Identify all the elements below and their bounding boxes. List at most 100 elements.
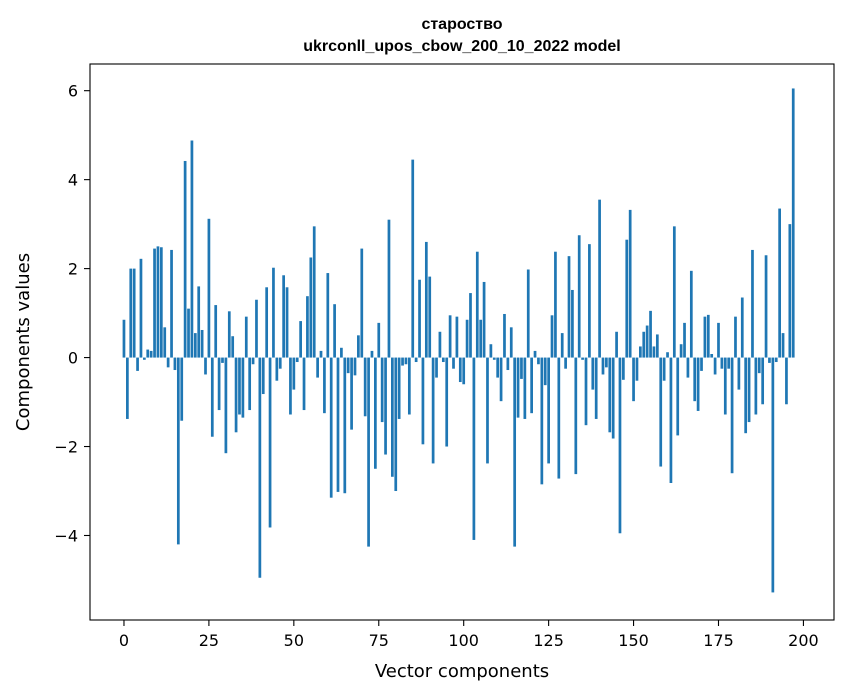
bar-31	[227, 311, 231, 358]
bar-143	[608, 357, 612, 433]
bar-114	[509, 327, 513, 358]
bar-183	[744, 357, 748, 434]
bar-72	[367, 357, 370, 547]
bar-57	[316, 357, 319, 378]
bar-113	[506, 357, 510, 371]
bar-164	[679, 344, 683, 358]
bar-171	[703, 316, 707, 358]
bar-84	[407, 357, 411, 415]
bar-103	[472, 357, 476, 540]
bar-69	[357, 335, 360, 358]
y-tick-label: −4	[54, 526, 78, 545]
bar-59	[323, 357, 326, 414]
bar-169	[696, 357, 700, 411]
bar-19	[187, 308, 190, 358]
bar-86	[414, 357, 418, 363]
bar-62	[333, 304, 336, 358]
bar-193	[778, 208, 781, 358]
bar-85	[411, 159, 415, 358]
bar-78	[387, 219, 391, 358]
x-axis-ticks: 0 25 50 75 100 125 150 175 200	[119, 620, 819, 650]
bar-33	[234, 357, 238, 433]
bar-122	[537, 357, 540, 365]
bar-53	[302, 357, 306, 411]
bar-80	[394, 357, 398, 492]
y-tick-label: 2	[68, 260, 78, 279]
bar-66	[346, 357, 350, 374]
bar-65	[343, 357, 347, 494]
bar-34	[238, 357, 241, 415]
bar-50	[292, 357, 296, 390]
bar-60	[326, 273, 330, 358]
bar-127	[554, 251, 557, 358]
x-tick-label: 200	[788, 631, 819, 650]
bar-197	[791, 88, 795, 358]
bar-118	[523, 357, 527, 419]
bar-191	[771, 357, 775, 593]
bar-157	[655, 334, 659, 358]
bar-132	[571, 289, 574, 358]
bar-10	[156, 246, 160, 358]
bar-168	[693, 357, 697, 402]
bar-82	[401, 357, 404, 366]
bar-48	[285, 287, 289, 358]
x-tick-label: 0	[119, 631, 129, 650]
bar-119	[526, 269, 530, 358]
bar-90	[428, 276, 432, 358]
bar-16	[176, 357, 180, 545]
bar-184	[747, 357, 751, 423]
bar-131	[567, 256, 571, 358]
bar-87	[418, 279, 421, 358]
bar-165	[683, 322, 686, 358]
bar-137	[588, 244, 591, 358]
bar-20	[190, 140, 194, 358]
bar-22	[197, 286, 201, 358]
bar-0	[122, 319, 126, 358]
bar-94	[441, 357, 445, 363]
bar-83	[404, 357, 408, 365]
bar-47	[282, 275, 285, 358]
bar-142	[605, 357, 608, 368]
bar-2	[129, 268, 133, 358]
bar-92	[435, 357, 438, 378]
chart-title: староство	[421, 16, 502, 33]
bar-40	[258, 357, 262, 578]
bar-111	[499, 357, 503, 402]
bar-17	[180, 357, 184, 421]
bar-21	[193, 333, 197, 358]
bar-196	[788, 224, 792, 358]
bar-71	[363, 357, 367, 417]
bar-163	[676, 357, 680, 436]
bar-159	[662, 357, 666, 381]
bar-180	[734, 316, 737, 358]
bar-161	[669, 357, 673, 483]
bar-9	[153, 248, 156, 358]
bar-179	[730, 357, 734, 474]
bar-185	[751, 249, 754, 358]
bar-26	[210, 357, 214, 437]
bar-195	[785, 357, 788, 405]
bar-136	[584, 357, 588, 426]
bar-115	[513, 357, 517, 547]
bar-52	[299, 321, 302, 358]
bar-166	[686, 357, 690, 378]
bar-61	[329, 357, 333, 498]
bar-67	[350, 357, 353, 430]
x-tick-label: 100	[448, 631, 479, 650]
y-axis-ticks: −4 −2 0 2 4 6	[54, 82, 90, 545]
bar-81	[397, 357, 401, 419]
bar-176	[720, 357, 724, 369]
bar-125	[547, 357, 550, 464]
y-axis-label: Components values	[13, 253, 34, 431]
bar-190	[768, 357, 771, 363]
bar-144	[611, 357, 615, 439]
bar-91	[431, 357, 435, 464]
x-tick-label: 125	[533, 631, 564, 650]
bar-38	[251, 357, 255, 365]
bar-148	[625, 239, 629, 358]
bar-134	[577, 235, 581, 358]
bar-156	[652, 346, 656, 358]
bar-45	[275, 357, 279, 381]
bar-105	[479, 319, 483, 358]
